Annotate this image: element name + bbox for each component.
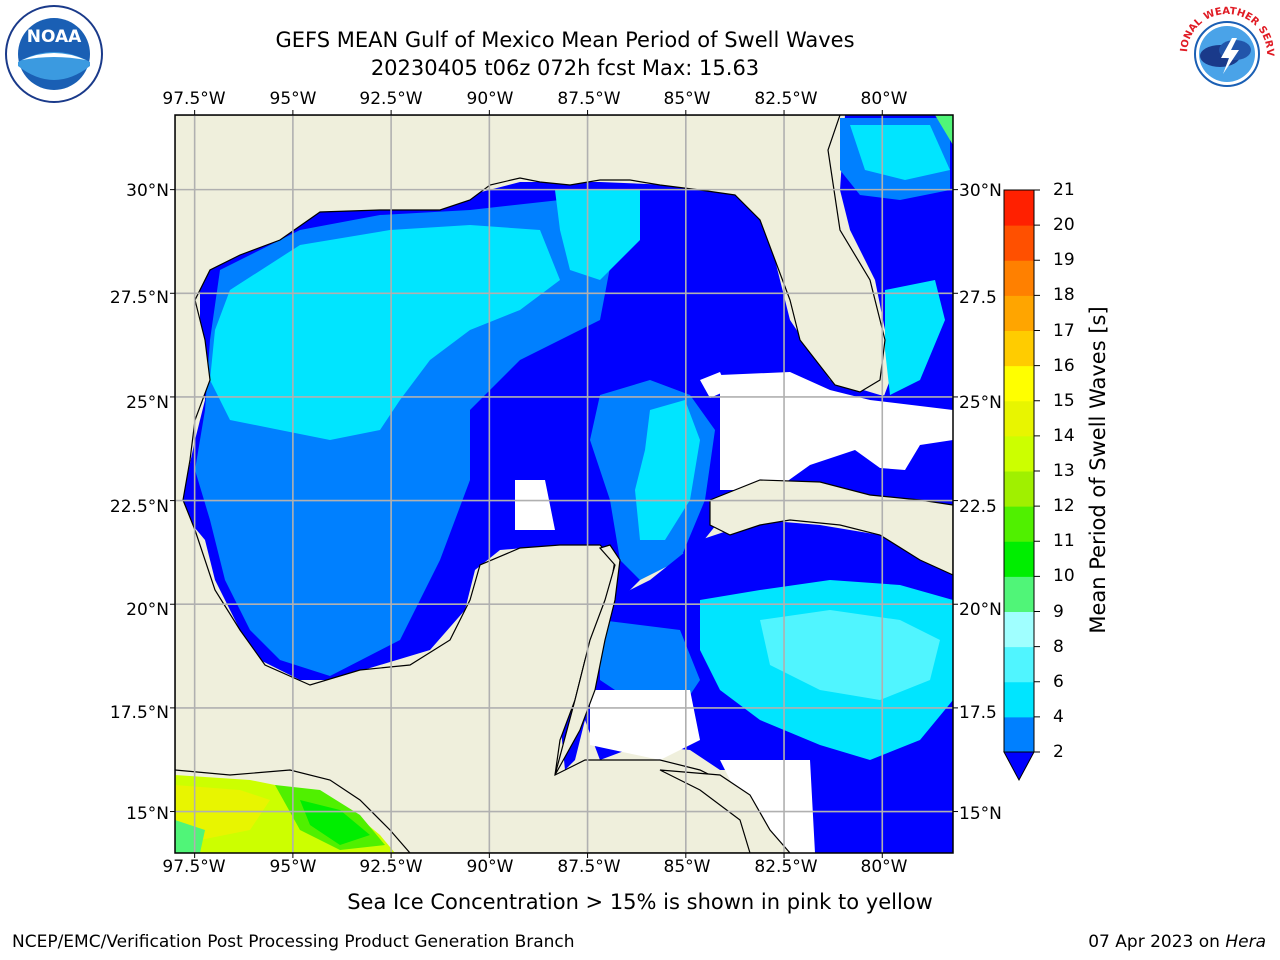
lat-tick-right: 17.5 <box>959 703 997 723</box>
colorbar-tick: 12 <box>1053 496 1075 517</box>
colorbar-tick: 11 <box>1053 531 1075 552</box>
lon-tick-bottom: 87.5°W <box>557 857 621 877</box>
footer-date: 07 Apr 2023 on Hera <box>1088 932 1266 952</box>
lon-tick-top: 80°W <box>860 89 908 109</box>
lon-tick-bottom: 90°W <box>466 857 514 877</box>
colorbar-label: Mean Period of Swell Waves [s] <box>1086 306 1110 634</box>
lat-tick-right: 27.5 <box>959 288 997 308</box>
lon-tick-bottom: 82.5°W <box>754 857 818 877</box>
colorbar-tick: 4 <box>1053 706 1064 727</box>
gulf-water-light <box>210 225 560 440</box>
footer-date-text: 07 Apr 2023 on <box>1088 932 1226 952</box>
noaa-logo-text: NOAA <box>27 27 82 47</box>
lon-tick-top: 85°W <box>663 89 711 109</box>
lat-tick-right: 20°N <box>959 600 1002 620</box>
colorbar-band <box>1004 471 1034 507</box>
colorbar-band <box>1004 260 1034 296</box>
colorbar-band <box>1004 611 1034 648</box>
lon-tick-top: 97.5°W <box>162 89 226 109</box>
colorbar <box>1003 189 1040 782</box>
lat-tick-left: 22.5°N <box>109 497 169 517</box>
colorbar-band <box>1004 541 1034 577</box>
colorbar-band <box>1004 190 1034 226</box>
nws-logo-icon: NATIONAL WEATHER SERVICE <box>1173 0 1277 104</box>
colorbar-tick: 21 <box>1053 180 1075 200</box>
colorbar-tick: 2 <box>1053 742 1064 762</box>
colorbar-tick: 13 <box>1053 461 1075 481</box>
lon-tick-bottom: 92.5°W <box>359 857 423 877</box>
colorbar-band <box>1004 365 1034 402</box>
colorbar-tick: 17 <box>1053 320 1075 341</box>
colorbar-tick: 15 <box>1053 390 1075 411</box>
land-honduras <box>659 769 791 853</box>
lon-tick-top: 95°W <box>269 89 317 109</box>
lon-tick-top: 90°W <box>466 89 514 109</box>
colorbar-band <box>1004 295 1034 331</box>
lon-tick-top: 92.5°W <box>359 89 423 109</box>
colorbar-tick: 8 <box>1053 636 1064 657</box>
lat-tick-left: 20°N <box>126 600 169 620</box>
colorbar-band <box>1004 330 1034 367</box>
colorbar-band <box>1004 646 1034 683</box>
colorbar-tick: 19 <box>1053 250 1075 271</box>
colorbar-tick: 20 <box>1053 215 1075 236</box>
masked-region <box>720 372 953 490</box>
lat-tick-right: 30°N <box>959 181 1002 201</box>
colorbar-band <box>1004 225 1034 261</box>
sea-ice-caption: Sea Ice Concentration > 15% is shown in … <box>347 890 933 914</box>
lat-tick-left: 27.5°N <box>109 288 169 308</box>
map-subtitle: 20230405 t06z 072h fcst Max: 15.63 <box>370 56 760 80</box>
lon-tick-top: 82.5°W <box>754 89 818 109</box>
colorbar-tick: 18 <box>1053 285 1075 306</box>
lon-tick-bottom: 80°W <box>860 857 908 877</box>
lat-tick-right: 25°N <box>959 393 1002 413</box>
colorbar-band <box>1004 716 1034 753</box>
land-cuba <box>709 479 953 576</box>
lat-tick-left: 30°N <box>126 181 169 201</box>
colorbar-band <box>1004 681 1034 718</box>
lon-tick-bottom: 95°W <box>269 857 317 877</box>
footer-machine: Hera <box>1225 932 1266 952</box>
colorbar-extend-min <box>1003 751 1035 782</box>
lat-tick-left: 17.5°N <box>109 703 169 723</box>
colorbar-band <box>1004 576 1034 612</box>
map-frame <box>174 114 954 854</box>
noaa-logo-icon: NOAA <box>4 4 104 104</box>
lon-tick-bottom: 85°W <box>663 857 711 877</box>
footer-credit: NCEP/EMC/Verification Post Processing Pr… <box>12 932 575 952</box>
colorbar-tick: 10 <box>1053 566 1075 587</box>
colorbar-tick: 9 <box>1053 601 1064 622</box>
colorbar-band <box>1004 435 1034 472</box>
lat-tick-right: 22.5 <box>959 497 997 517</box>
grid-lines <box>175 115 953 853</box>
lat-tick-left: 25°N <box>126 393 169 413</box>
lat-tick-right: 15°N <box>959 804 1002 824</box>
map-title: GEFS MEAN Gulf of Mexico Mean Period of … <box>275 28 855 52</box>
colorbar-tick: 6 <box>1053 671 1064 692</box>
lat-tick-left: 15°N <box>126 804 169 824</box>
colorbar-tick: 16 <box>1053 355 1075 376</box>
lon-tick-bottom: 97.5°W <box>162 857 226 877</box>
lon-tick-top: 87.5°W <box>557 89 621 109</box>
colorbar-tick: 14 <box>1053 425 1075 446</box>
colorbar-band <box>1004 400 1034 437</box>
colorbar-band <box>1004 506 1034 542</box>
